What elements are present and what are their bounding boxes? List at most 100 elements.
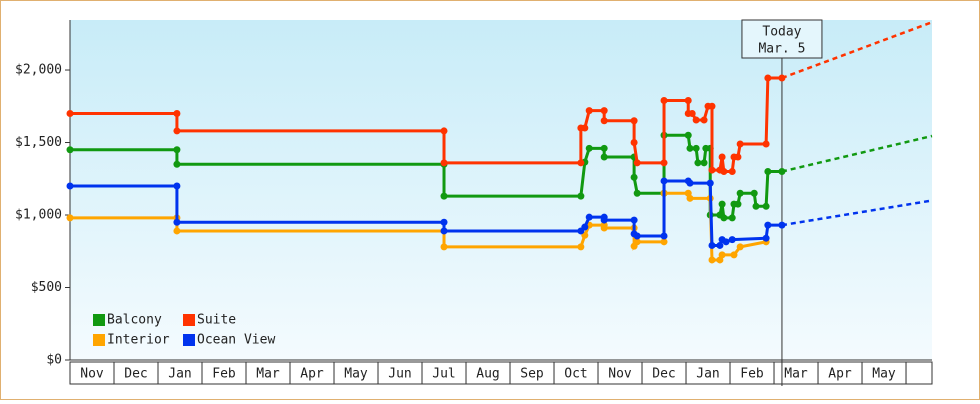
- point: [728, 168, 736, 176]
- x-tick-label: May: [344, 367, 368, 382]
- point: [577, 243, 585, 251]
- x-tick-label: Jan: [696, 367, 719, 382]
- point: [692, 144, 700, 152]
- point: [736, 140, 744, 148]
- point: [440, 227, 448, 235]
- point: [728, 214, 736, 222]
- point: [440, 192, 448, 200]
- point: [577, 192, 585, 200]
- point: [700, 116, 708, 124]
- point: [736, 243, 744, 251]
- point: [173, 127, 181, 135]
- point: [630, 139, 638, 147]
- point: [66, 182, 74, 190]
- point: [66, 146, 74, 154]
- point: [66, 214, 74, 222]
- point: [585, 144, 593, 152]
- legend-label: Ocean View: [197, 333, 275, 348]
- point: [688, 110, 696, 118]
- point: [585, 107, 593, 115]
- y-tick-label: $1,500: [15, 135, 62, 150]
- legend-label: Balcony: [107, 313, 162, 328]
- point: [764, 74, 772, 82]
- point: [173, 146, 181, 154]
- legend-swatch: [183, 314, 195, 326]
- legend-label: Suite: [197, 313, 236, 328]
- x-tick-label: Mar: [256, 367, 280, 382]
- point: [173, 110, 181, 118]
- x-tick-label: Oct: [564, 367, 587, 382]
- x-tick-label: Feb: [212, 367, 236, 382]
- point: [633, 238, 641, 246]
- point: [718, 153, 726, 161]
- point: [764, 168, 772, 176]
- month-cell: [905, 361, 933, 385]
- point: [600, 117, 608, 125]
- point: [720, 168, 728, 176]
- legend-label: Interior: [107, 333, 170, 348]
- point: [764, 221, 772, 229]
- point: [585, 213, 593, 221]
- today-label: Mar. 5: [758, 42, 805, 57]
- point: [720, 214, 728, 222]
- point: [660, 159, 668, 167]
- point: [778, 74, 786, 82]
- point: [440, 159, 448, 167]
- x-tick-label: Apr: [300, 367, 324, 382]
- legend-swatch: [183, 334, 195, 346]
- point: [600, 144, 608, 152]
- point: [630, 117, 638, 125]
- point: [581, 223, 589, 231]
- y-tick-label: $0: [46, 353, 62, 368]
- x-tick-label: Jan: [168, 367, 191, 382]
- point: [708, 102, 716, 110]
- x-tick-label: Nov: [608, 367, 632, 382]
- point: [762, 202, 770, 210]
- point: [692, 116, 700, 124]
- point: [684, 96, 692, 104]
- point: [173, 160, 181, 168]
- point: [173, 227, 181, 235]
- point: [728, 236, 736, 244]
- point: [633, 189, 641, 197]
- forecast-line: [781, 134, 933, 173]
- point: [708, 241, 716, 249]
- today-label: Today: [762, 25, 801, 40]
- point: [722, 238, 730, 246]
- x-tick-label: Sep: [520, 367, 544, 382]
- point: [686, 179, 694, 187]
- point: [752, 202, 760, 210]
- y-tick-label: $2,000: [15, 63, 62, 78]
- point: [762, 140, 770, 148]
- x-tick-label: Mar: [784, 367, 808, 382]
- x-tick-label: May: [872, 367, 896, 382]
- point: [660, 177, 668, 185]
- point: [633, 159, 641, 167]
- x-tick-label: Dec: [124, 367, 147, 382]
- point: [173, 218, 181, 226]
- series-line: [70, 76, 782, 174]
- point: [734, 153, 742, 161]
- point: [440, 243, 448, 251]
- today-box: [741, 19, 823, 59]
- legend-swatch: [93, 314, 105, 326]
- point: [686, 194, 694, 202]
- point: [600, 216, 608, 224]
- point: [630, 216, 638, 224]
- point: [173, 182, 181, 190]
- point: [708, 166, 716, 174]
- point: [778, 221, 786, 229]
- point: [440, 218, 448, 226]
- point: [600, 153, 608, 161]
- point: [660, 232, 668, 240]
- point: [778, 168, 786, 176]
- point: [718, 200, 726, 208]
- point: [600, 107, 608, 115]
- point: [684, 131, 692, 139]
- point: [730, 251, 738, 259]
- point: [750, 189, 758, 197]
- point: [660, 238, 668, 246]
- x-tick-label: Jun: [388, 367, 411, 382]
- point: [66, 110, 74, 118]
